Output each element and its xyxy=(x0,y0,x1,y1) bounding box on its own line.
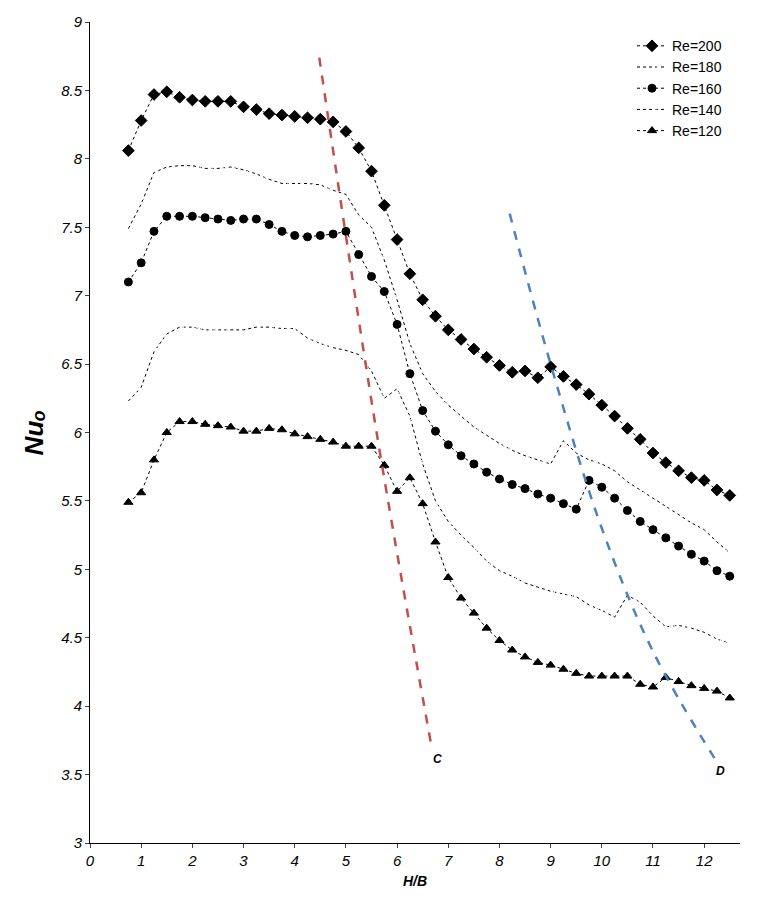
svg-text:8: 8 xyxy=(495,852,504,869)
svg-text:Re=160: Re=160 xyxy=(672,81,722,97)
svg-text:Re=120: Re=120 xyxy=(672,123,722,139)
svg-text:3: 3 xyxy=(239,852,248,869)
svg-text:0: 0 xyxy=(86,852,95,869)
svg-text:12: 12 xyxy=(696,852,713,869)
svg-text:7: 7 xyxy=(444,852,453,869)
svg-text:1: 1 xyxy=(137,852,145,869)
svg-text:9: 9 xyxy=(546,852,555,869)
svg-text:6: 6 xyxy=(74,424,83,441)
svg-text:9: 9 xyxy=(74,13,83,30)
svg-text:4: 4 xyxy=(74,697,82,714)
svg-text:3.5: 3.5 xyxy=(61,766,83,783)
svg-text:5: 5 xyxy=(74,561,83,578)
svg-text:5: 5 xyxy=(342,852,351,869)
svg-text:4.5: 4.5 xyxy=(61,629,83,646)
svg-text:6.5: 6.5 xyxy=(61,355,83,372)
svg-text:Re=140: Re=140 xyxy=(672,102,722,118)
svg-text:Re=180: Re=180 xyxy=(672,59,722,75)
svg-text:7.5: 7.5 xyxy=(61,219,83,236)
svg-text:3: 3 xyxy=(74,834,83,851)
svg-text:5.5: 5.5 xyxy=(61,492,83,509)
svg-text:C: C xyxy=(433,752,442,766)
svg-text:11: 11 xyxy=(645,852,661,869)
svg-text:10: 10 xyxy=(593,852,610,869)
svg-text:Nuₒ: Nuₒ xyxy=(19,410,49,456)
svg-text:8: 8 xyxy=(74,150,83,167)
svg-text:2: 2 xyxy=(187,852,197,869)
svg-text:6: 6 xyxy=(393,852,402,869)
svg-text:7: 7 xyxy=(74,287,83,304)
svg-text:8.5: 8.5 xyxy=(61,82,83,99)
svg-text:Re=200: Re=200 xyxy=(672,38,722,54)
svg-text:4: 4 xyxy=(291,852,299,869)
svg-text:H/B: H/B xyxy=(403,873,427,889)
svg-text:D: D xyxy=(716,764,725,778)
